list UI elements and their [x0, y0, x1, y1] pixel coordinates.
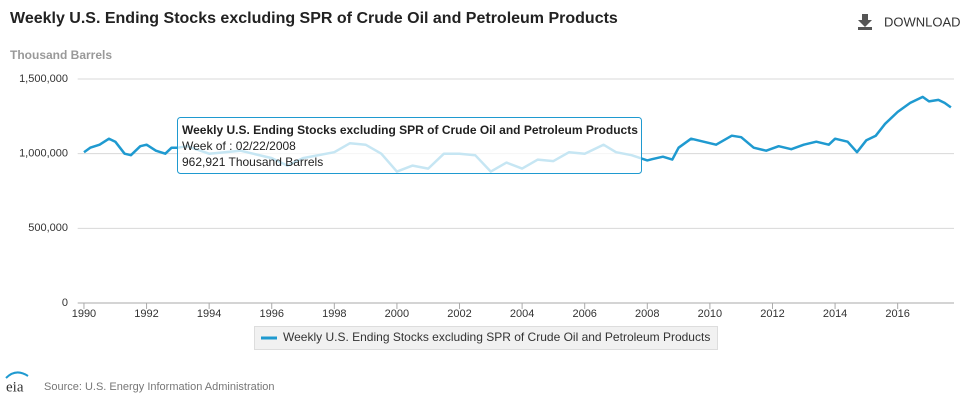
y-tick-label: 0: [62, 297, 68, 309]
x-tick-label: 2000: [385, 308, 409, 320]
y-tick-label: 1,000,000: [19, 148, 68, 160]
download-icon: [858, 14, 872, 30]
legend[interactable]: Weekly U.S. Ending Stocks excluding SPR …: [254, 326, 718, 350]
logo-arc: [5, 371, 29, 379]
eia-logo: eia: [5, 371, 29, 395]
logo-text: eia: [6, 379, 24, 395]
legend-label[interactable]: Weekly U.S. Ending Stocks excluding SPR …: [283, 330, 710, 344]
x-tick-label: 2004: [510, 308, 534, 320]
source: Source: U.S. Energy Information Administ…: [44, 381, 275, 393]
x-tick-label: 2002: [447, 308, 471, 320]
x-tick-label: 2010: [698, 308, 722, 320]
legend-box: [254, 326, 718, 350]
tooltip: Weekly U.S. Ending Stocks excluding SPR …: [177, 117, 642, 174]
chart-title: Weekly U.S. Ending Stocks excluding SPR …: [10, 10, 618, 27]
download-label[interactable]: DOWNLOAD: [884, 14, 961, 29]
x-tick-label: 2008: [635, 308, 659, 320]
tooltip-date: Week of : 02/22/2008: [182, 139, 296, 153]
plot-area: 0 500,000 1,000,000 1,500,000 1990 1992 1994 19…: [19, 73, 954, 320]
x-tick-label: 1996: [259, 308, 283, 320]
x-tick-label: 1994: [197, 308, 221, 320]
download-button[interactable]: DOWNLOAD: [858, 14, 961, 30]
x-tick-label: 1992: [134, 308, 158, 320]
x-tick-label: 2016: [885, 308, 909, 320]
y-tick-label: 1,500,000: [19, 73, 68, 85]
y-axis-label: Thousand Barrels: [10, 48, 112, 62]
x-tick-label: 1990: [72, 308, 96, 320]
y-tick-label: 500,000: [28, 222, 68, 234]
tooltip-title: Weekly U.S. Ending Stocks excluding SPR …: [182, 123, 638, 137]
tooltip-value: 962,921 Thousand Barrels: [182, 155, 323, 169]
x-tick-label: 2006: [572, 308, 596, 320]
x-tick-label: 2014: [823, 308, 847, 320]
x-tick-label: 1998: [322, 308, 346, 320]
x-tick-label: 2012: [760, 308, 784, 320]
tooltip-box: [177, 117, 642, 174]
